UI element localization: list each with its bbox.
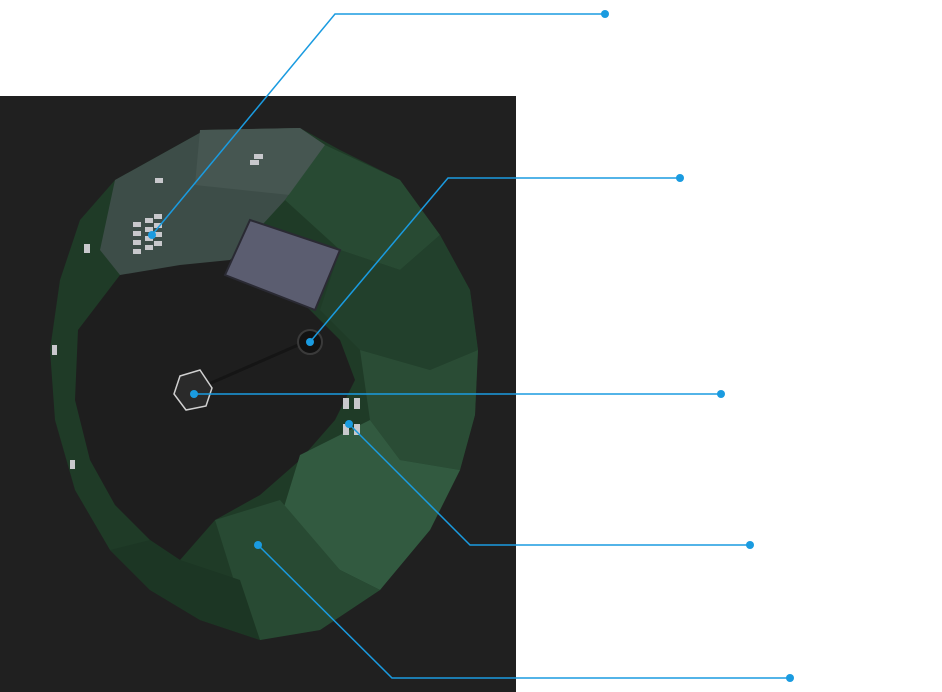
- leader-dot-end-module-grid: [601, 10, 609, 18]
- leader-dot-end-lower-segment: [786, 674, 794, 682]
- leader-line-small-module: [348, 423, 750, 546]
- ring-chip: [223, 218, 342, 312]
- leader-line-lower-segment: [257, 544, 790, 679]
- leader-dot-start-small-module: [345, 420, 353, 428]
- spoke-line: [194, 340, 306, 392]
- leader-dot-start-module-grid: [148, 231, 156, 239]
- hex-hub-icon: [173, 369, 213, 411]
- ring-segment-bottom-right: [280, 420, 460, 590]
- ring-inner-void: [75, 255, 355, 560]
- leader-line-module-grid: [151, 13, 605, 236]
- ring-segment-right-lower: [360, 350, 478, 470]
- leader-dot-start-side-port: [306, 338, 314, 346]
- callout-layer: [148, 10, 794, 682]
- leader-dot-start-lower-segment: [254, 541, 262, 549]
- leader-dot-start-center-hub: [190, 390, 198, 398]
- small-module-pads: [343, 398, 360, 435]
- ring-segment-right: [320, 235, 478, 370]
- leader-dot-end-center-hub: [717, 390, 725, 398]
- ring-segment-upper-right: [285, 145, 440, 270]
- module-grid-pads: [52, 154, 263, 469]
- leader-dot-end-small-module: [746, 541, 754, 549]
- leader-line-side-port: [309, 177, 680, 343]
- ring-segment-bottom-left: [110, 540, 260, 640]
- leader-dot-end-side-port: [676, 174, 684, 182]
- ring-segment-bottom: [215, 500, 380, 640]
- ring-device: [50, 128, 478, 640]
